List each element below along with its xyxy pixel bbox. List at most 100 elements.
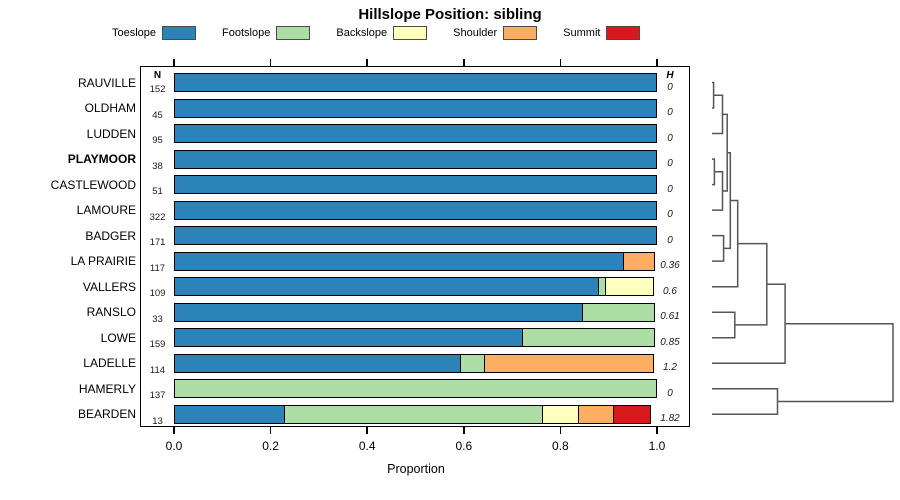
bar-row [174, 73, 657, 92]
legend-swatch [393, 26, 428, 40]
row-label: LAMOURE [76, 203, 136, 218]
bar-row [174, 98, 657, 118]
h-value: 0 [667, 234, 673, 246]
h-value: 0 [667, 387, 673, 399]
row-label: LADELLE [83, 356, 136, 371]
n-value: 137 [149, 390, 166, 402]
h-value: 0 [667, 132, 673, 144]
legend-item: Shoulder [453, 26, 538, 40]
axis-tick-top [366, 59, 368, 66]
bar-segment-backslope [605, 277, 654, 297]
axis-tick-label: 0.6 [455, 439, 473, 453]
n-value: 159 [149, 339, 166, 351]
legend-item: Summit [563, 26, 641, 40]
dendrogram-links [712, 81, 894, 416]
bar-segment-toeslope [174, 73, 657, 92]
axis-tick-top [463, 59, 465, 66]
n-value: 322 [149, 211, 166, 223]
bar-row [174, 251, 656, 271]
bar-row [174, 124, 657, 144]
n-value: 152 [149, 84, 166, 95]
n-value: 38 [152, 160, 163, 172]
n-value: 45 [152, 109, 163, 121]
n-value: 171 [149, 237, 166, 249]
row-label: LOWE [100, 330, 136, 345]
legend-item: Backslope [336, 26, 428, 40]
row-label: BEARDEN [77, 407, 136, 422]
legend-label: Summit [563, 27, 601, 39]
legend-swatch [162, 26, 197, 40]
legend: Toeslope Footslope Backslope Shoulder Summit [112, 25, 641, 41]
h-value: 1.2 [663, 362, 677, 374]
axis-tick-top [269, 59, 272, 66]
bar-row [174, 200, 657, 220]
x-axis-title: Proportion [387, 462, 445, 476]
h-column-header: H [666, 69, 674, 81]
legend-swatch [606, 26, 641, 40]
legend-item: Toeslope [112, 26, 197, 40]
legend-label: Footslope [222, 27, 271, 39]
bar-segment-shoulder [622, 251, 656, 271]
row-label: CASTLEWOOD [50, 177, 136, 192]
legend-item: Footslope [222, 26, 311, 40]
bar-segment-toeslope [174, 175, 657, 195]
bar-segment-toeslope [174, 149, 657, 169]
plot-box [140, 66, 690, 427]
axis-tick-bottom [173, 427, 175, 434]
bar-row [174, 149, 657, 169]
legend-label: Toeslope [112, 27, 157, 39]
axis-tick-label: 1.0 [648, 439, 666, 453]
row-label: PLAYMOOR [67, 152, 136, 167]
axis-tick-label: 0.0 [165, 439, 183, 453]
axis-tick-label: 0.4 [358, 439, 376, 453]
n-value: 114 [149, 364, 166, 376]
chart-title: Hillslope Position: sibling [358, 6, 542, 23]
n-value: 51 [152, 186, 163, 198]
bar-segment-toeslope [174, 200, 657, 220]
bar-row [174, 302, 656, 322]
n-value: 13 [152, 415, 163, 427]
h-value: 0.6 [663, 285, 677, 297]
bar-segment-toeslope [174, 124, 657, 144]
axis-tick-bottom [559, 427, 562, 434]
h-value: 0 [667, 183, 673, 195]
axis-tick-bottom [463, 427, 465, 434]
bar-segment-shoulder [484, 353, 654, 373]
legend-label: Backslope [336, 27, 388, 39]
bar-row [174, 379, 657, 399]
bar-row [174, 328, 656, 348]
axis-tick-bottom [269, 427, 272, 434]
row-label: LA PRAIRIE [70, 254, 136, 269]
h-value: 1.82 [660, 413, 680, 425]
n-value: 33 [152, 313, 163, 325]
axis-tick-top [656, 59, 658, 66]
n-value: 117 [149, 262, 166, 274]
bar-segment-summit [613, 404, 651, 424]
row-label: LUDDEN [86, 126, 136, 141]
axis-tick-label: 0.8 [552, 439, 569, 453]
bar-segment-footslope [174, 379, 657, 399]
legend-swatch [503, 26, 538, 40]
n-value: 109 [149, 288, 166, 300]
bar-segment-footslope [581, 302, 656, 322]
axis-tick-bottom [366, 427, 368, 434]
h-value: 0 [667, 209, 673, 221]
row-label: OLDHAM [84, 101, 136, 116]
h-value: 0 [667, 81, 673, 93]
bar-row [174, 226, 657, 246]
h-value: 0 [667, 107, 673, 119]
bar-row [174, 353, 654, 373]
row-label: HAMERLY [78, 381, 136, 396]
legend-label: Shoulder [453, 27, 498, 39]
row-label: BADGER [85, 228, 136, 243]
h-value: 0.61 [660, 311, 680, 323]
row-label: RANSLO [86, 305, 136, 320]
h-value: 0.85 [660, 336, 680, 348]
legend-swatch [276, 26, 311, 40]
h-value: 0 [667, 158, 673, 170]
bar-segment-footslope [521, 328, 656, 348]
row-label: VALLERS [82, 279, 136, 294]
bar-segment-toeslope [174, 98, 657, 118]
h-value: 0.36 [660, 260, 680, 272]
